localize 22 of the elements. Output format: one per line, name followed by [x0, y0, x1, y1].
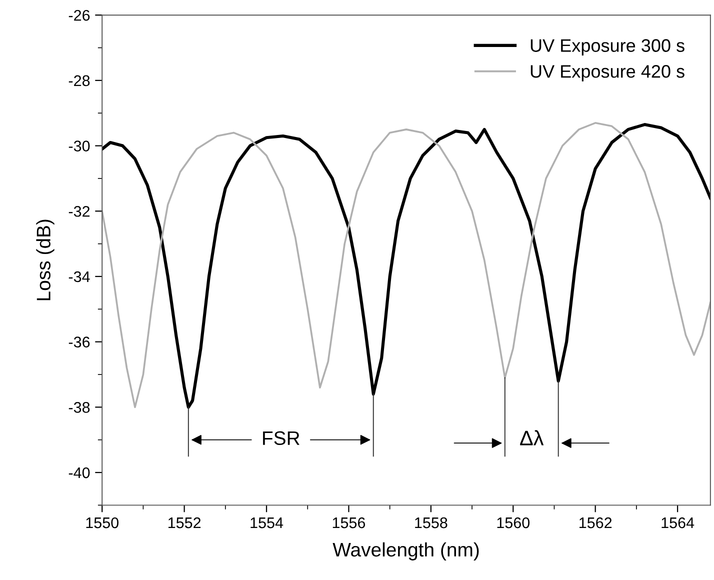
x-tick-label: 1552 [168, 517, 201, 528]
x-tick-label: 1554 [250, 518, 284, 528]
x-tick-label: 1562 [580, 517, 612, 528]
x-tick-label: 1560 [497, 517, 530, 528]
y-tick-label: -26 [68, 10, 90, 21]
y-tick-label: -34 [68, 271, 90, 282]
x-tick-label: 1556 [332, 517, 366, 528]
x-tick-label: 1558 [415, 517, 448, 528]
y-tick-label: -30 [68, 140, 90, 152]
y-tick-label: -36 [68, 336, 90, 348]
y-tick-label: -32 [68, 206, 90, 217]
y-axis-title: Loss (dB) [36, 220, 54, 300]
legend-label: UV Exposure 300 s [530, 39, 684, 56]
annotation: Δλ [520, 430, 544, 446]
x-tick-label: 1564 [662, 517, 694, 528]
legend-label: UV Exposure 420 s [530, 65, 684, 82]
y-tick-label: -38 [68, 402, 90, 413]
y-tick-label: -28 [68, 75, 90, 86]
y-tick-label: -40 [68, 467, 90, 478]
x-axis-title: Wavelength (nm) [332, 542, 479, 560]
annotation: FSR [263, 431, 300, 446]
x-tick-label: 1550 [86, 517, 118, 528]
